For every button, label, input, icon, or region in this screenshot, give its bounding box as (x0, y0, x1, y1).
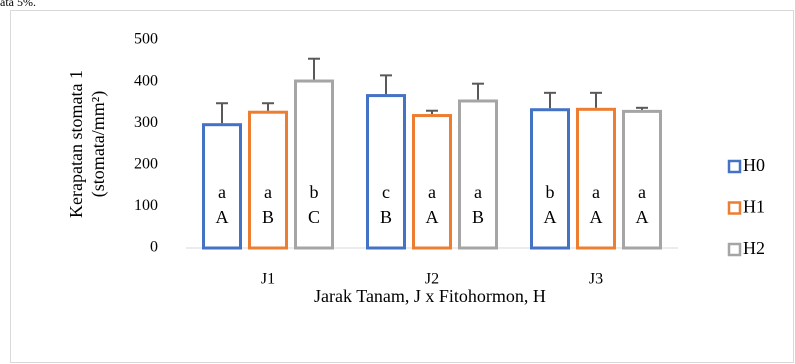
bar (412, 114, 452, 250)
legend-label: H1 (743, 197, 765, 217)
legend-swatch (727, 159, 742, 174)
legend-label: H0 (743, 155, 765, 175)
bar (366, 94, 406, 250)
x-axis-label: Jarak Tanam, J x Fitohormon, H (314, 286, 546, 306)
y-tick-label: 100 (134, 197, 158, 214)
y-tick-label: 200 (134, 155, 158, 172)
bar-letter: A (636, 207, 649, 227)
bar-letter: a (474, 182, 482, 202)
bar (576, 107, 616, 250)
bar-letter: B (472, 207, 484, 227)
bar-letter: A (544, 207, 557, 227)
bar-letter: a (428, 182, 436, 202)
bar (248, 110, 288, 250)
bar (458, 99, 498, 250)
x-tick-label: J1 (261, 271, 275, 288)
bar-letter: a (592, 182, 600, 202)
bar-letter: a (638, 182, 646, 202)
bar-letter: a (218, 182, 226, 202)
bar-letter: B (262, 207, 274, 227)
y-axis-label: Kerapatan stomata 1 (66, 70, 86, 218)
bar-letter: A (590, 207, 603, 227)
bar (530, 108, 570, 250)
y-axis-label: (stomata/mm²) (88, 91, 109, 197)
y-tick-label: 400 (134, 72, 158, 89)
y-tick-label: 500 (134, 31, 158, 48)
bar-letter: C (308, 207, 320, 227)
x-tick-label: J2 (425, 271, 439, 288)
bar-letter: b (310, 182, 319, 202)
legend-swatch (727, 242, 742, 257)
legend-label: H2 (743, 238, 765, 258)
x-tick-label: J3 (589, 271, 603, 288)
bar (202, 123, 242, 250)
bar-letter: B (380, 207, 392, 227)
y-tick-label: 300 (134, 114, 158, 131)
bar-letter: a (264, 182, 272, 202)
chart-frame (10, 10, 794, 363)
bar (294, 79, 334, 250)
bar (622, 109, 662, 250)
bar-letter: A (216, 207, 229, 227)
y-tick-label: 0 (150, 239, 158, 256)
caption: ata 5%. (0, 0, 36, 9)
legend-swatch (727, 201, 742, 215)
bar-letter: A (426, 207, 439, 227)
bar-letter: c (382, 182, 390, 202)
bar-letter: b (546, 182, 555, 202)
